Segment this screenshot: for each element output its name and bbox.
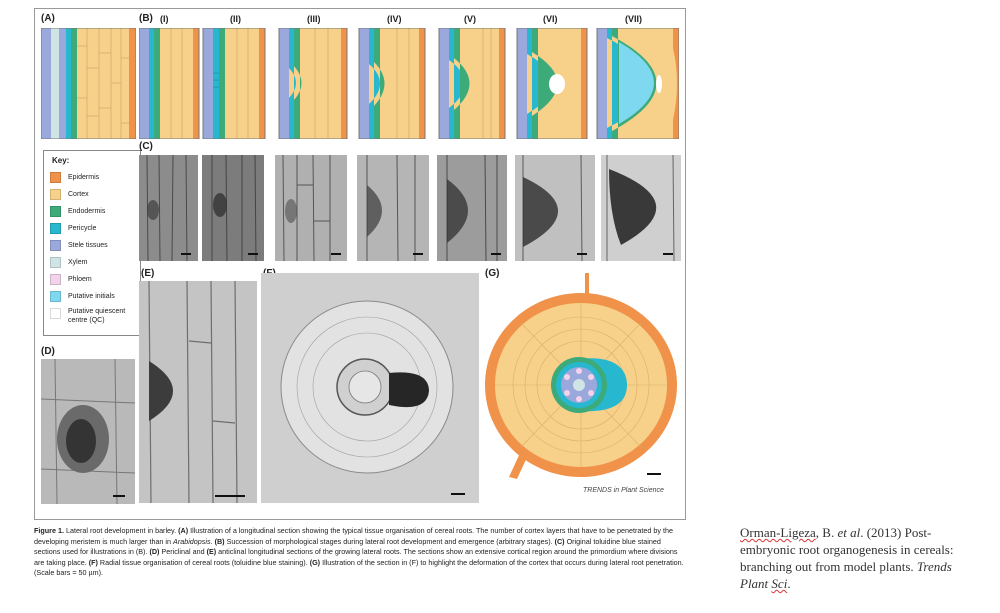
swatch-cortex	[50, 188, 61, 200]
stage-2	[202, 28, 266, 139]
key-title: Key:	[52, 156, 70, 165]
panel-c-micrograph-5	[437, 155, 507, 261]
caption-label: Figure 1.	[34, 526, 64, 535]
panel-c-micrograph-2	[202, 155, 264, 261]
pericycle-band	[66, 28, 71, 139]
key-item-cortex: Cortex	[50, 188, 89, 200]
panel-label-b: (B)	[139, 13, 153, 24]
figure-panel: (A) (B) (I) (II) (III) (IV) (V) (VI) (VI…	[34, 8, 686, 520]
stage-label-1: (I)	[160, 14, 169, 24]
stage-4	[358, 28, 426, 139]
key-item-epidermis: Epidermis	[50, 171, 99, 183]
stage-label-4: (IV)	[387, 14, 402, 24]
lateral-root-tip-top	[585, 273, 589, 297]
tissue-key: Key: Epidermis Cortex Endodermis Pericyc…	[43, 150, 141, 336]
stele-band-2	[59, 28, 66, 139]
panel-label-d: (D)	[41, 346, 55, 357]
key-item-initials: Putative initials	[50, 290, 115, 302]
panel-d-micrograph	[41, 359, 135, 504]
swatch-stele	[50, 239, 61, 251]
citation-author: Orman-Ligeza	[740, 525, 816, 540]
panel-c-micrograph-3	[275, 155, 347, 261]
panel-c-micrograph-1	[139, 155, 198, 261]
key-item-phloem: Phloem	[50, 273, 92, 285]
stage-label-7: (VII)	[625, 14, 642, 24]
journal-watermark: TRENDS in Plant Science	[583, 487, 664, 494]
stage-label-3: (III)	[307, 14, 321, 24]
panel-c-micrograph-6	[515, 155, 595, 261]
key-item-xylem: Xylem	[50, 256, 87, 268]
panel-label-a: (A)	[41, 13, 55, 24]
endodermis-band	[71, 28, 77, 139]
panel-label-c: (C)	[139, 141, 153, 152]
citation-journal: Trends Plant	[740, 559, 952, 591]
figure-caption: Figure 1. Lateral root development in ba…	[34, 526, 684, 577]
stele-band	[41, 28, 51, 139]
panel-c-micrograph-4	[357, 155, 429, 261]
swatch-endodermis	[50, 205, 61, 217]
swatch-initials	[50, 290, 61, 302]
panel-e-micrograph	[139, 281, 257, 503]
swatch-epidermis	[50, 171, 61, 183]
stage-label-2: (II)	[230, 14, 241, 24]
stage-6	[516, 28, 588, 139]
panel-f-micrograph	[261, 273, 479, 503]
stage-7	[596, 28, 679, 139]
swatch-xylem	[50, 256, 61, 268]
stage-label-5: (V)	[464, 14, 476, 24]
stage-5	[438, 28, 506, 139]
key-item-endodermis: Endodermis	[50, 205, 105, 217]
panel-c-micrograph-7	[601, 155, 681, 261]
panel-label-g: (G)	[485, 268, 500, 279]
panel-a-illustration	[41, 28, 136, 139]
panel-b-stages	[139, 28, 679, 139]
swatch-phloem	[50, 273, 61, 285]
citation-text: Orman-Ligeza, B. et al. (2013) Post-embr…	[740, 525, 954, 591]
panel-label-e: (E)	[141, 268, 155, 279]
panel-g-illustration	[485, 273, 677, 479]
stage-1	[139, 28, 200, 139]
swatch-qc	[50, 308, 61, 319]
stage-3	[278, 28, 348, 139]
swatch-pericycle	[50, 222, 61, 234]
key-item-stele: Stele tissues	[50, 239, 108, 251]
key-item-pericycle: Pericycle	[50, 222, 96, 234]
epidermis-band	[129, 28, 136, 139]
stage-label-6: (VI)	[543, 14, 558, 24]
key-item-qc: Putative quiescent centre (QC)	[50, 307, 136, 329]
